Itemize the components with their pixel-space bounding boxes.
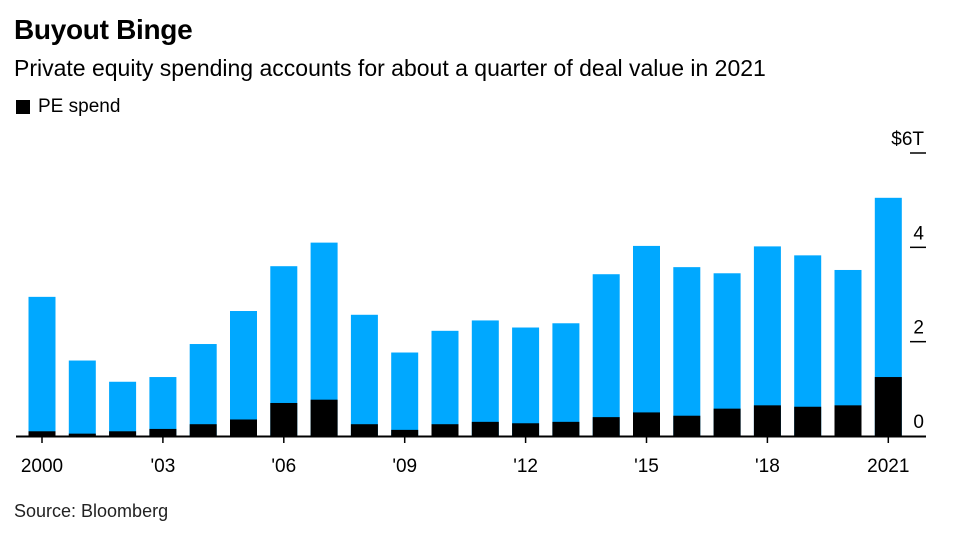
x-tick-label: '06 bbox=[271, 456, 296, 477]
x-tick-label: 2000 bbox=[21, 456, 63, 477]
bar-pe-2012 bbox=[512, 423, 540, 436]
x-tick-label: '15 bbox=[634, 456, 659, 477]
bar-pe-2009 bbox=[391, 429, 419, 436]
bar-pe-2002 bbox=[109, 431, 137, 436]
y-tick-label: $6T bbox=[891, 129, 924, 150]
bar-pe-2013 bbox=[552, 421, 580, 436]
y-tick-label: 4 bbox=[913, 223, 924, 244]
bar-total-2012 bbox=[512, 327, 540, 436]
bar-pe-2005 bbox=[230, 419, 257, 436]
bar-pe-2015 bbox=[633, 412, 660, 436]
bar-pe-2007 bbox=[310, 399, 338, 436]
bar-total-2002 bbox=[109, 381, 137, 436]
bar-pe-2017 bbox=[713, 408, 741, 436]
x-tick-label: '03 bbox=[151, 456, 176, 477]
bar-total-2015 bbox=[633, 245, 660, 436]
bar-total-2011 bbox=[471, 320, 499, 436]
bar-pe-2006 bbox=[270, 402, 298, 436]
bar-total-2016 bbox=[673, 267, 701, 436]
bar-pe-2010 bbox=[431, 424, 459, 436]
bar-total-2000 bbox=[28, 296, 56, 436]
bar-total-2001 bbox=[68, 360, 96, 436]
bar-total-2008 bbox=[350, 314, 378, 436]
bars-group bbox=[28, 197, 902, 436]
bar-total-2009 bbox=[391, 352, 419, 436]
x-tick-label: '09 bbox=[392, 456, 417, 477]
bar-total-2004 bbox=[189, 344, 217, 436]
bar-pe-2016 bbox=[673, 415, 701, 436]
x-tick-label: '12 bbox=[513, 456, 538, 477]
bar-total-2014 bbox=[592, 274, 620, 436]
bar-pe-2014 bbox=[592, 417, 620, 436]
bar-pe-2019 bbox=[794, 406, 822, 436]
bar-pe-2001 bbox=[68, 433, 96, 436]
bar-total-2003 bbox=[149, 377, 177, 436]
bar-pe-2000 bbox=[28, 431, 56, 436]
bar-pe-2021 bbox=[874, 377, 902, 436]
legend: PE spend bbox=[16, 96, 120, 118]
legend-swatch-pe bbox=[16, 100, 30, 114]
y-tick-label: 0 bbox=[913, 412, 924, 433]
x-tick-label: 2021 bbox=[867, 456, 909, 477]
chart-subtitle: Private equity spending accounts for abo… bbox=[14, 55, 766, 81]
bar-total-2005 bbox=[230, 311, 257, 436]
bar-pe-2011 bbox=[471, 421, 499, 436]
y-axis: 0 2 4 $6T bbox=[891, 129, 926, 433]
bar-pe-2008 bbox=[350, 424, 378, 436]
bar-pe-2020 bbox=[834, 405, 862, 436]
bar-total-2013 bbox=[552, 323, 580, 436]
source-note: Source: Bloomberg bbox=[14, 501, 169, 521]
bar-total-2019 bbox=[794, 255, 822, 436]
bar-pe-2018 bbox=[753, 405, 781, 436]
bar-total-2010 bbox=[431, 330, 459, 436]
legend-label-pe: PE spend bbox=[38, 96, 121, 117]
bar-pe-2003 bbox=[149, 428, 177, 436]
bar-total-2018 bbox=[753, 246, 781, 436]
y-tick-label: 2 bbox=[913, 318, 924, 339]
x-tick-label: '18 bbox=[755, 456, 780, 477]
chart-title: Buyout Binge bbox=[14, 14, 193, 45]
bar-pe-2004 bbox=[189, 424, 217, 436]
x-axis: 2000 '03 '06 '09 '12 '15 '18 2021 bbox=[16, 435, 926, 477]
